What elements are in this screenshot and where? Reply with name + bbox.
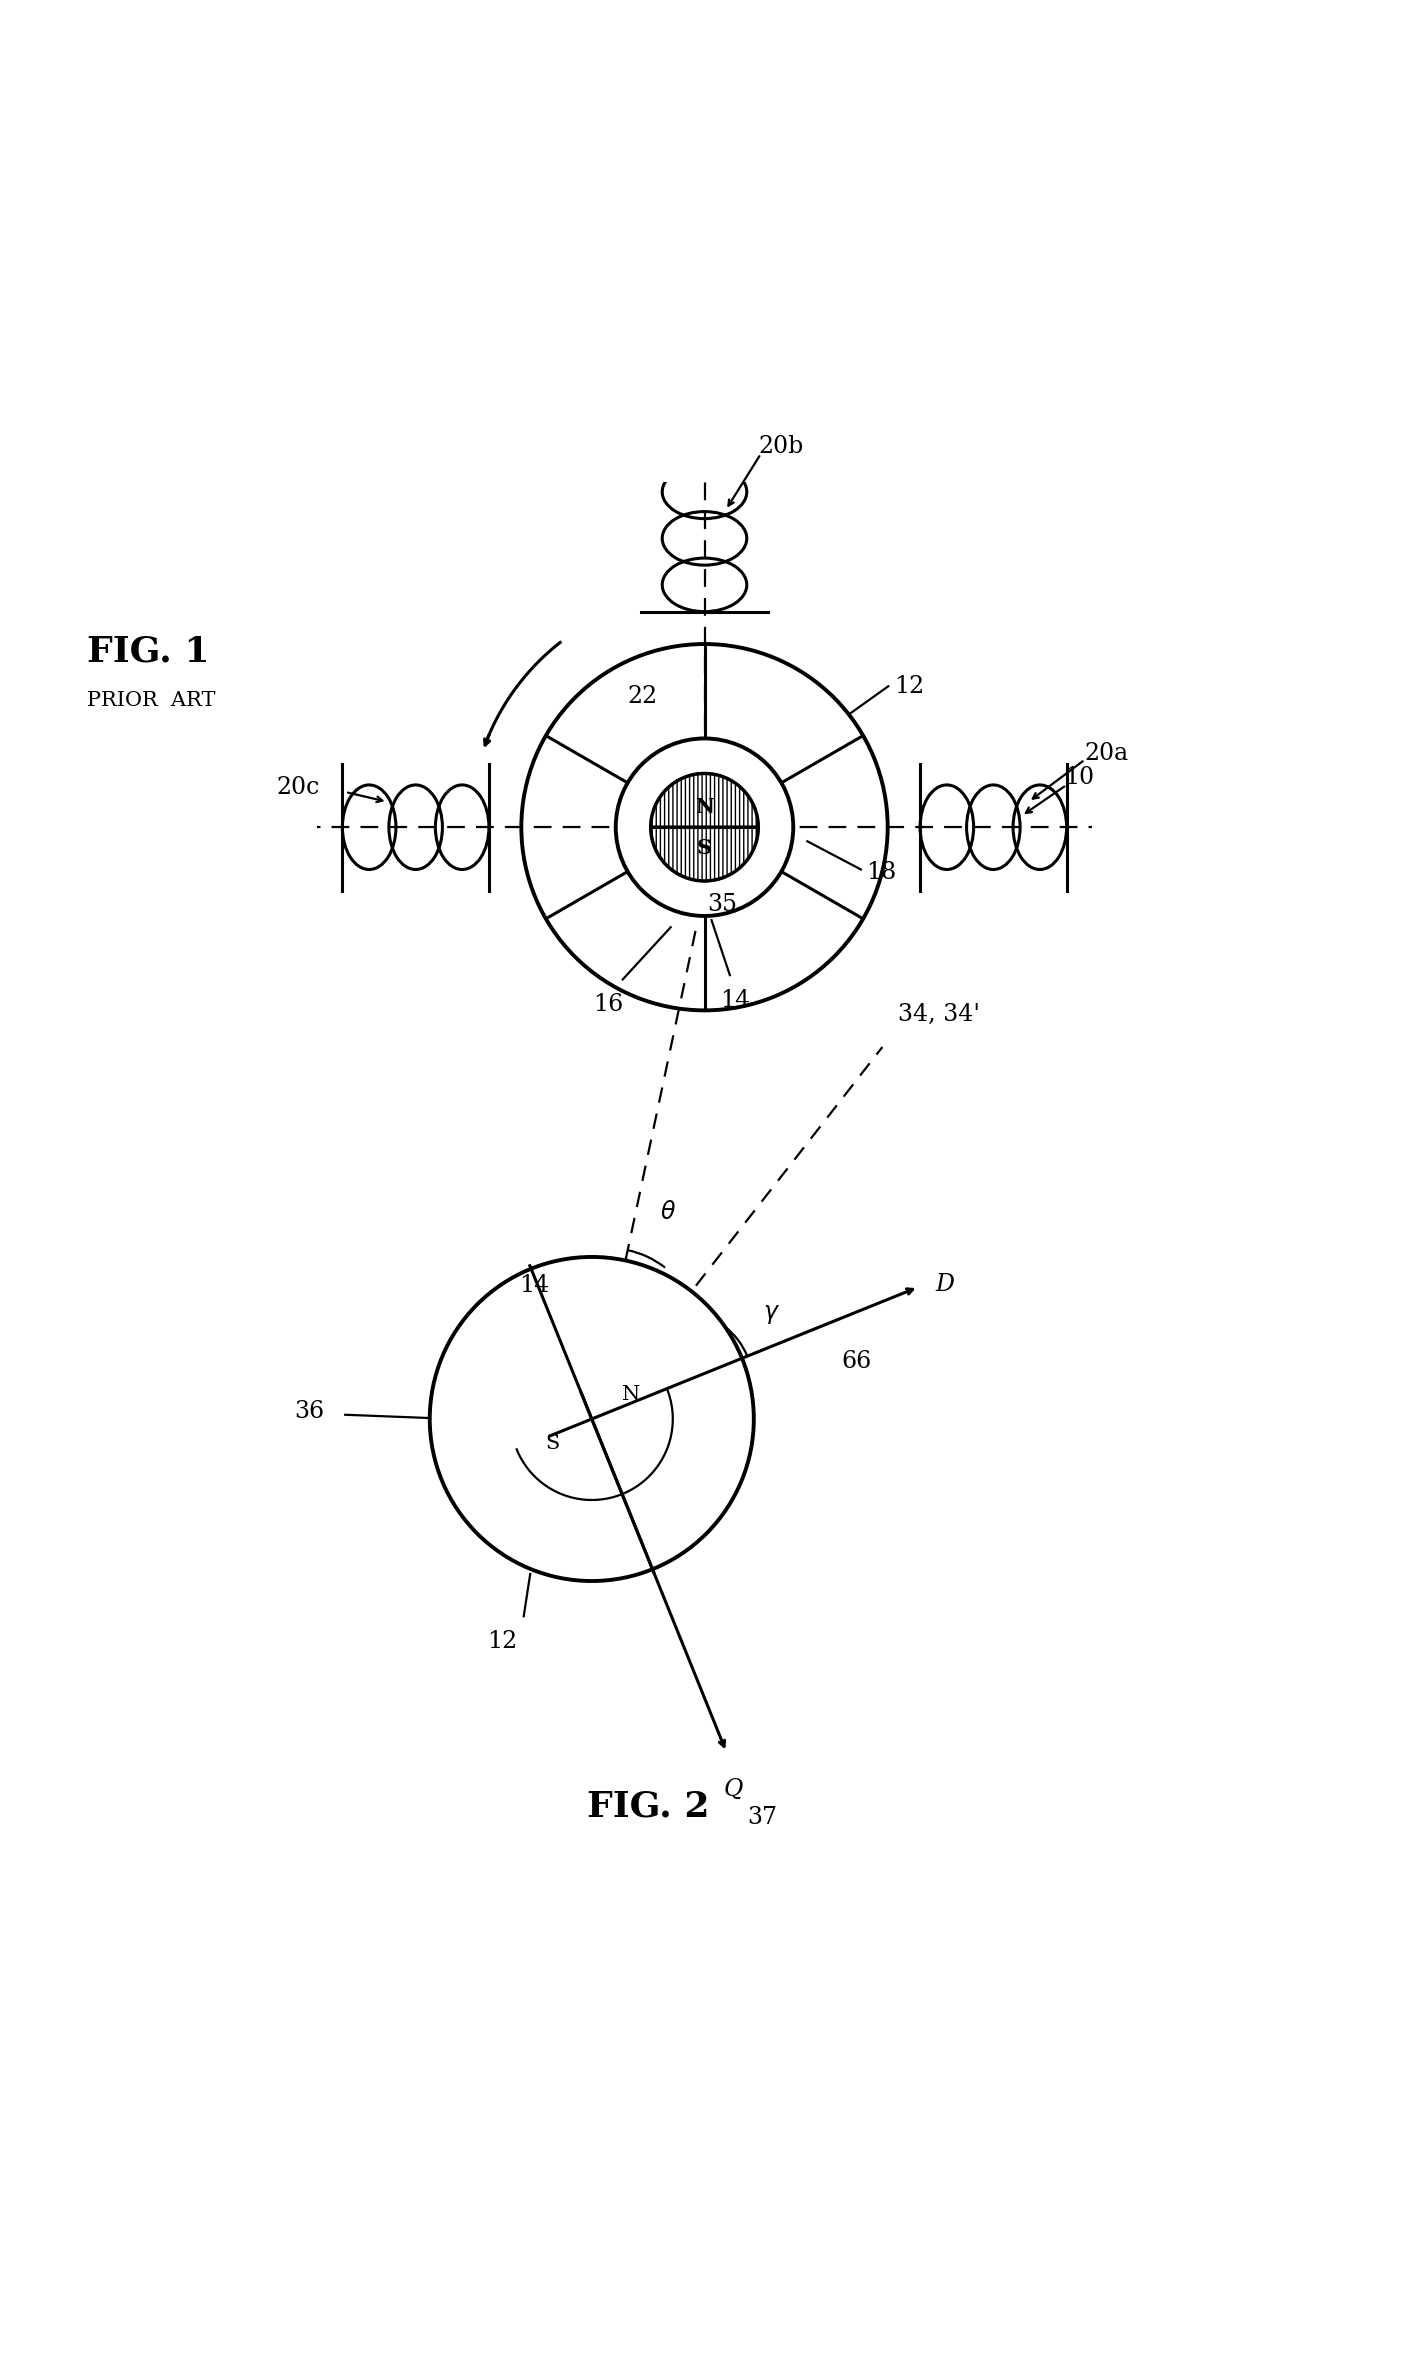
Text: S: S <box>545 1433 559 1452</box>
Text: 12: 12 <box>488 1630 517 1654</box>
Text: FIG. 2: FIG. 2 <box>588 1789 709 1822</box>
Text: D: D <box>936 1272 954 1296</box>
Text: FIG. 1: FIG. 1 <box>87 634 210 669</box>
Text: PRIOR  ART: PRIOR ART <box>87 691 216 710</box>
Text: $\gamma$: $\gamma$ <box>764 1303 781 1327</box>
Text: 20a: 20a <box>1085 743 1129 766</box>
Circle shape <box>651 774 758 880</box>
Polygon shape <box>651 774 758 828</box>
Text: $\theta$: $\theta$ <box>661 1201 676 1224</box>
Text: 10: 10 <box>1064 766 1093 790</box>
Text: 16: 16 <box>593 994 624 1016</box>
Text: 36: 36 <box>294 1400 324 1424</box>
Text: N: N <box>695 797 714 816</box>
Circle shape <box>430 1258 754 1580</box>
Text: 35: 35 <box>707 892 737 916</box>
Text: N: N <box>621 1386 640 1405</box>
Text: 20c: 20c <box>276 776 320 800</box>
Text: Q: Q <box>724 1777 743 1801</box>
Text: 20b: 20b <box>758 434 803 458</box>
Text: 22: 22 <box>627 686 657 707</box>
Circle shape <box>616 738 793 916</box>
Text: S: S <box>697 838 712 857</box>
Text: 12: 12 <box>893 674 924 698</box>
Text: 18: 18 <box>867 861 896 883</box>
Text: 14: 14 <box>519 1274 550 1298</box>
Text: 14: 14 <box>720 990 751 1013</box>
Text: 37: 37 <box>748 1806 778 1830</box>
Polygon shape <box>651 828 758 880</box>
Text: 66: 66 <box>841 1350 872 1374</box>
Text: 34, 34': 34, 34' <box>898 1004 981 1025</box>
